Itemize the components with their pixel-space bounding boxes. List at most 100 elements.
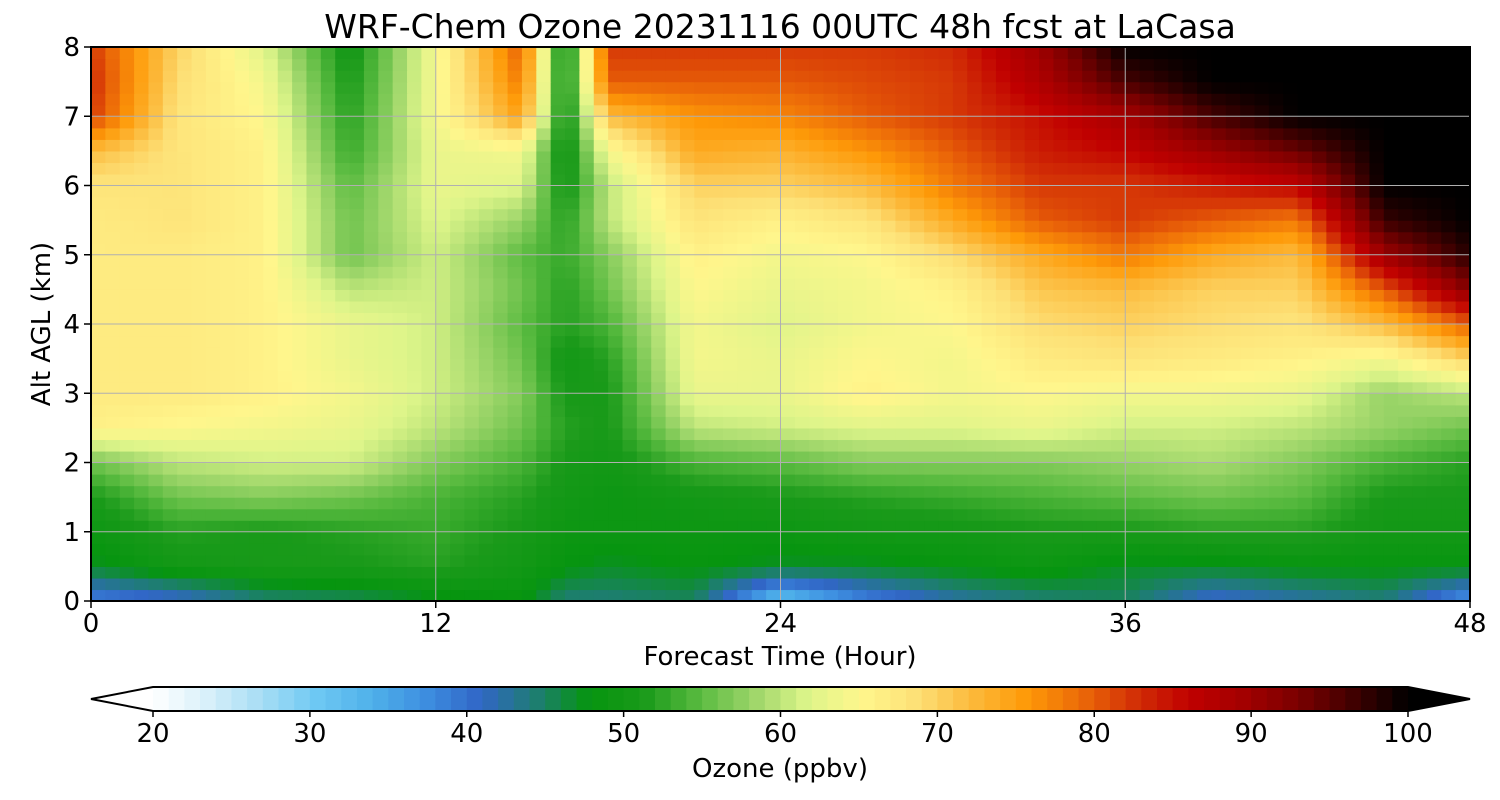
heatmap-cell <box>378 589 394 601</box>
heatmap-cell <box>191 427 207 441</box>
heatmap-cell <box>766 358 782 371</box>
heatmap-cell <box>349 543 365 556</box>
heatmap-cell <box>1039 93 1055 106</box>
heatmap-cell <box>1082 531 1098 544</box>
heatmap-cell <box>105 450 121 464</box>
heatmap-cell <box>866 416 882 429</box>
colorbar-swatch <box>1031 687 1048 711</box>
heatmap-cell <box>895 566 911 579</box>
heatmap-cell <box>809 335 825 348</box>
heatmap-cell <box>349 520 365 533</box>
heatmap-cell <box>1139 381 1155 394</box>
heatmap-cell <box>320 462 336 475</box>
heatmap-cell <box>177 231 193 244</box>
heatmap-cell <box>1340 185 1356 198</box>
colorbar-swatch <box>1392 687 1409 711</box>
heatmap-cell <box>191 566 207 579</box>
heatmap-cell <box>1082 589 1098 601</box>
heatmap-cell <box>220 47 236 60</box>
heatmap-cell <box>1125 450 1141 464</box>
heatmap-cell <box>450 243 466 256</box>
heatmap-cell <box>493 370 509 383</box>
heatmap-cell <box>148 254 164 267</box>
heatmap-cell <box>464 208 480 221</box>
heatmap-cell <box>1398 404 1414 417</box>
heatmap-cell <box>378 104 394 117</box>
heatmap-cell <box>1340 58 1356 71</box>
heatmap-cell <box>751 393 767 406</box>
heatmap-cell <box>435 416 451 429</box>
heatmap-cell <box>924 220 940 233</box>
heatmap-cell <box>292 508 308 521</box>
heatmap-cell <box>292 358 308 371</box>
heatmap-cell <box>708 462 724 475</box>
heatmap-cell <box>1197 485 1213 498</box>
heatmap-cell <box>1455 520 1470 533</box>
heatmap-cell <box>809 439 825 452</box>
heatmap-cell <box>952 104 968 117</box>
heatmap-cell <box>363 543 379 556</box>
heatmap-cell <box>1182 243 1198 256</box>
heatmap-cell <box>1369 150 1385 164</box>
heatmap-cell <box>636 554 652 567</box>
heatmap-cell <box>565 485 580 498</box>
heatmap-cell <box>636 231 652 244</box>
heatmap-cell <box>91 543 106 556</box>
heatmap-cell <box>593 520 609 533</box>
heatmap-cell <box>349 450 365 464</box>
heatmap-cell <box>249 520 264 533</box>
heatmap-cell <box>1110 370 1126 383</box>
heatmap-cell <box>1455 277 1470 290</box>
heatmap-cell <box>478 485 494 498</box>
heatmap-cell <box>249 393 264 406</box>
heatmap-cell <box>636 324 652 337</box>
heatmap-cell <box>766 185 782 198</box>
heatmap-cell <box>1455 127 1470 140</box>
heatmap-cell <box>521 335 537 348</box>
heatmap-cell <box>1211 462 1227 475</box>
heatmap-cell <box>335 277 351 290</box>
heatmap-cell <box>450 254 466 267</box>
heatmap-cell <box>191 462 207 475</box>
heatmap-cell <box>277 300 293 314</box>
heatmap-cell <box>464 404 480 417</box>
heatmap-cell <box>363 93 379 106</box>
heatmap-cell <box>1355 93 1371 106</box>
heatmap-cell <box>220 554 236 567</box>
heatmap-cell <box>1082 474 1098 487</box>
heatmap-cell <box>881 47 897 60</box>
heatmap-cell <box>1211 358 1227 371</box>
heatmap-cell <box>148 324 164 337</box>
heatmap-cell <box>1311 47 1327 60</box>
heatmap-cell <box>694 127 710 140</box>
heatmap-cell <box>1010 543 1026 556</box>
heatmap-cell <box>1024 439 1040 452</box>
heatmap-cell <box>938 427 954 441</box>
heatmap-cell <box>1053 416 1069 429</box>
heatmap-cell <box>1311 277 1327 290</box>
heatmap-cell <box>881 197 897 210</box>
heatmap-cell <box>1110 404 1126 417</box>
heatmap-cell <box>967 104 983 117</box>
heatmap-cell <box>1268 104 1284 117</box>
heatmap-cell <box>608 508 624 521</box>
heatmap-cell <box>162 116 178 129</box>
heatmap-cell <box>1197 220 1213 233</box>
heatmap-cell <box>1110 220 1126 233</box>
heatmap-cell <box>1240 474 1256 487</box>
heatmap-cell <box>1168 370 1184 383</box>
heatmap-cell <box>809 150 825 164</box>
heatmap-cell <box>723 450 739 464</box>
heatmap-cell <box>407 81 422 94</box>
heatmap-cell <box>478 185 494 198</box>
heatmap-cell <box>780 173 796 187</box>
heatmap-cell <box>1110 254 1126 267</box>
heatmap-cell <box>407 566 422 579</box>
heatmap-cell <box>679 427 695 441</box>
heatmap-cell <box>909 266 925 279</box>
heatmap-cell <box>1182 531 1198 544</box>
heatmap-cell <box>593 508 609 521</box>
heatmap-cell <box>363 70 379 83</box>
heatmap-cell <box>263 450 279 464</box>
heatmap-cell <box>550 347 566 360</box>
